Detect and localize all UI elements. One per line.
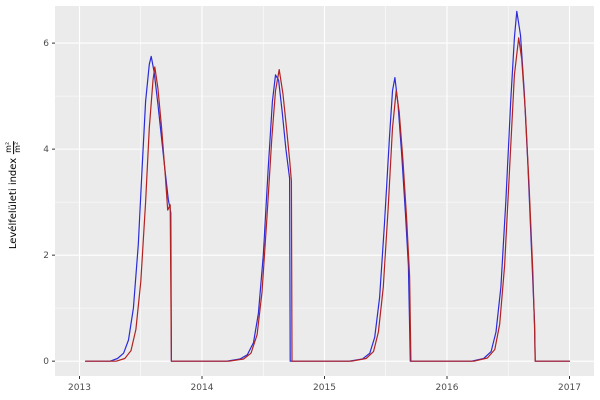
series-blue-line (84, 10, 571, 362)
y-axis-tick-label: 0 (43, 357, 49, 367)
x-axis-tick-label: 2016 (436, 383, 459, 393)
y-axis-tick-label: 6 (43, 39, 49, 49)
x-axis-tick-label: 2013 (68, 383, 91, 393)
y-axis-tick-label: 2 (43, 251, 49, 261)
x-axis-tick-label: 2017 (558, 383, 581, 393)
y-axis-tick-label: 4 (43, 145, 49, 155)
x-axis-tick-label: 2015 (313, 383, 336, 393)
x-axis-tick-label: 2014 (191, 383, 214, 393)
series-red-line (84, 37, 571, 362)
